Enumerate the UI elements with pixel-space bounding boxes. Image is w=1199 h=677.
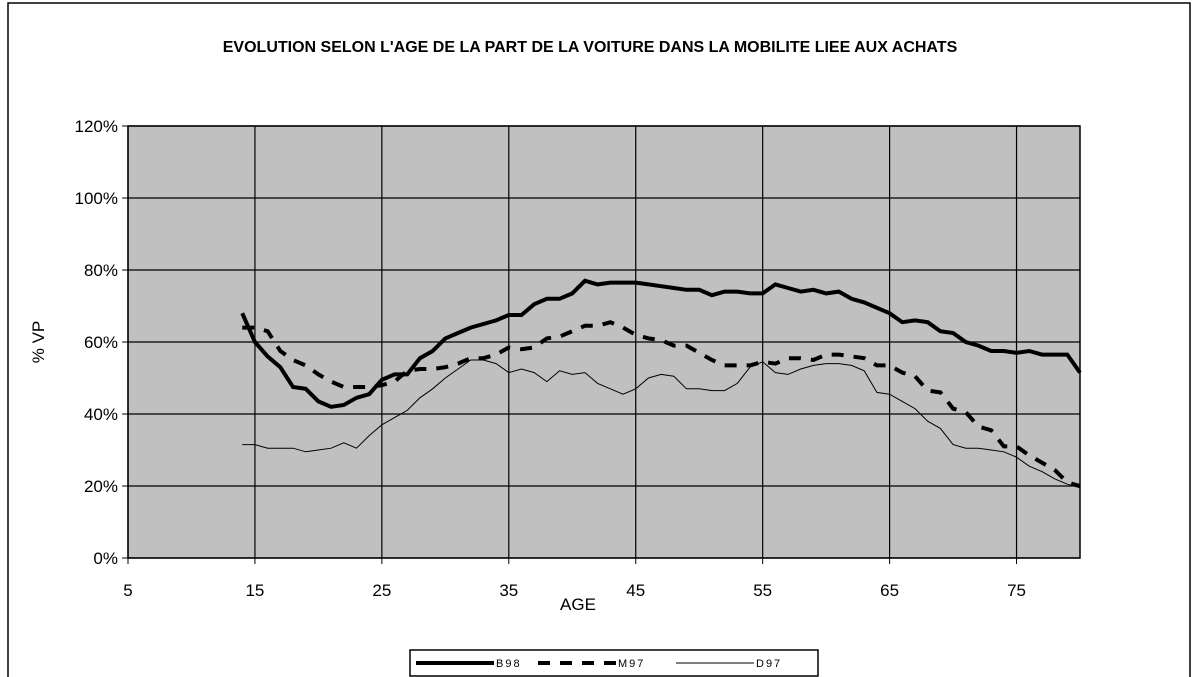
x-tick-label: 45 — [626, 581, 645, 600]
line-series — [240, 278, 1082, 409]
x-tick-label: 65 — [880, 581, 899, 600]
chart-frame — [7, 2, 1191, 677]
chart-title: EVOLUTION SELON L'AGE DE LA PART DE LA V… — [222, 39, 958, 56]
x-axis-label: AGE — [560, 595, 596, 614]
x-tick-label: 5 — [123, 581, 132, 600]
x-tick-label: 15 — [245, 581, 264, 600]
x-tick-label: 75 — [1007, 581, 1026, 600]
legend-label: B98 — [496, 658, 522, 670]
y-tick-label: 80% — [84, 261, 118, 280]
y-axis-label: % VP — [29, 321, 48, 364]
y-tick-label: 100% — [75, 189, 118, 208]
legend-label: M97 — [618, 658, 645, 670]
y-tick-label: 20% — [84, 477, 118, 496]
legend-label: D97 — [756, 658, 782, 670]
line-series — [242, 359, 1081, 489]
line-series — [242, 320, 1081, 488]
y-tick-label: 60% — [84, 333, 118, 352]
x-tick-label: 25 — [372, 581, 391, 600]
x-tick-label: 35 — [499, 581, 518, 600]
y-tick-label: 0% — [93, 549, 118, 568]
y-tick-label: 120% — [75, 117, 118, 136]
x-tick-label: 55 — [753, 581, 772, 600]
y-tick-label: 40% — [84, 405, 118, 424]
